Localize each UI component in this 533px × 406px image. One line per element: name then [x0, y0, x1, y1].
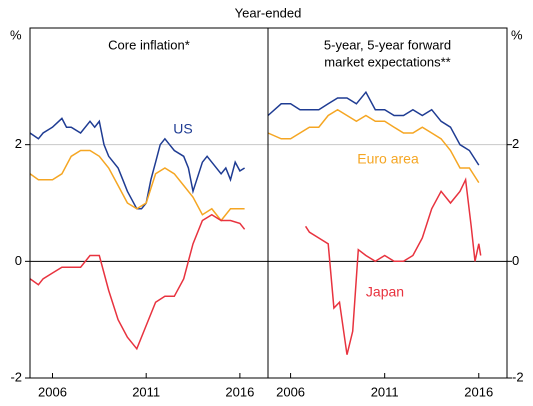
x-tick-label: 2006 [276, 384, 305, 399]
panel-title: market expectations** [324, 54, 450, 69]
x-tick-label: 2016 [225, 384, 254, 399]
line-series [267, 90, 480, 166]
y-tick-label: -2 [512, 369, 524, 384]
x-tick-label: 2016 [464, 384, 493, 399]
line-series [29, 149, 245, 222]
series-label: Japan [366, 284, 404, 300]
panel-title: 5-year, 5-year forward [324, 37, 451, 52]
y-tick-label: -2 [10, 369, 22, 384]
subtitle: Year-ended [235, 5, 302, 20]
line-series [29, 213, 246, 351]
line-series [267, 108, 480, 184]
y-tick-label: 0 [512, 253, 519, 268]
line-series [29, 117, 245, 210]
panel-title: Core inflation* [108, 37, 190, 52]
y-unit: % [10, 27, 22, 42]
y-tick-label: 0 [15, 253, 22, 268]
line-series [304, 177, 482, 355]
series-label: Euro area [357, 151, 419, 167]
x-tick-label: 2011 [371, 384, 399, 399]
y-tick-label: 2 [15, 136, 22, 151]
x-tick-label: 2006 [38, 384, 67, 399]
y-tick-label: 2 [512, 136, 519, 151]
x-tick-label: 2011 [132, 384, 160, 399]
series-label: US [173, 121, 192, 137]
y-unit: % [511, 27, 523, 42]
